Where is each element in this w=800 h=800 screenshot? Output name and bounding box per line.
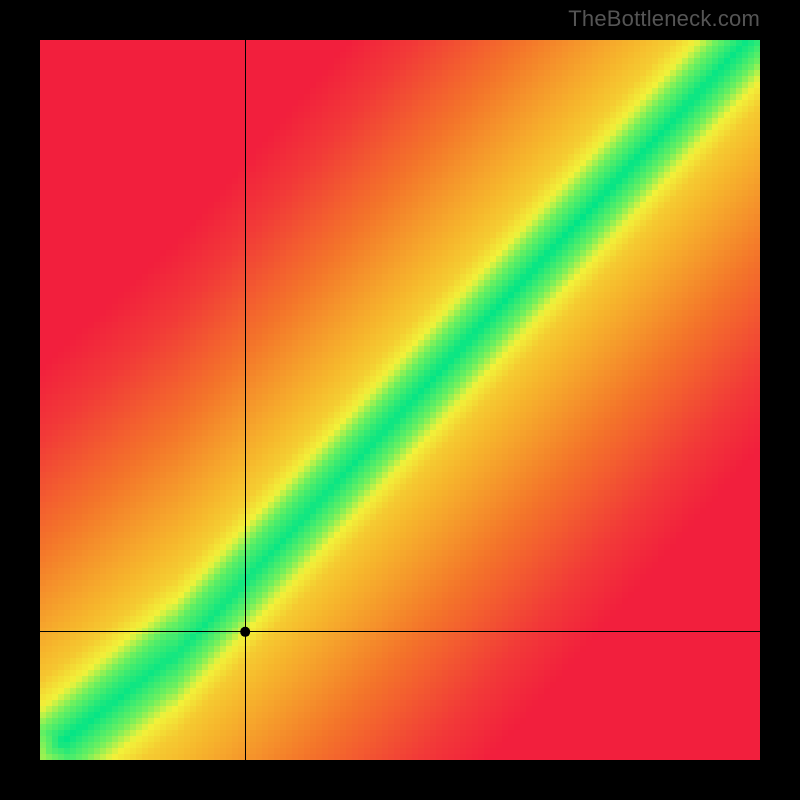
chart-outer-frame: TheBottleneck.com bbox=[0, 0, 800, 800]
watermark-text: TheBottleneck.com bbox=[568, 6, 760, 32]
crosshair-vertical bbox=[245, 40, 246, 760]
crosshair-horizontal bbox=[40, 631, 760, 632]
heatmap-plot-area bbox=[40, 40, 760, 760]
heatmap-canvas bbox=[40, 40, 760, 760]
